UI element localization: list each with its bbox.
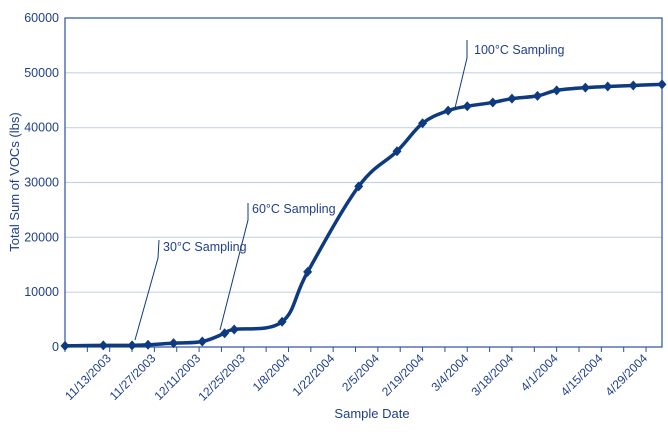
y-tick-label: 0	[52, 340, 59, 354]
x-tick-label: 4/15/2004	[558, 351, 606, 399]
x-tick-label: 3/18/2004	[468, 351, 516, 399]
plot-area-border	[64, 17, 663, 348]
annotation-leader-line	[134, 239, 160, 341]
x-tick-label: 2/5/2004	[339, 351, 382, 394]
data-point-marker	[303, 266, 313, 277]
y-tick-label: 40000	[24, 121, 59, 135]
data-point-marker	[657, 79, 667, 90]
annotation-leader-line	[219, 203, 249, 331]
annotations: 30°C Sampling 60°C Sampling 100°C Sampling	[134, 40, 565, 341]
y-axis: 0 10000 20000 30000 40000 50000 60000	[24, 11, 59, 354]
data-point-marker	[169, 338, 179, 349]
x-tick-label: 2/19/2004	[379, 351, 427, 399]
data-point-marker	[127, 340, 137, 351]
data-point-marker	[443, 105, 453, 116]
data-point-marker	[277, 316, 287, 327]
y-tick-label: 20000	[24, 230, 59, 244]
annotation-label: 100°C Sampling	[474, 43, 565, 57]
data-point-marker	[60, 340, 70, 351]
data-point-marker	[488, 97, 498, 108]
annotation-label: 30°C Sampling	[163, 240, 247, 254]
y-tick-label: 50000	[24, 66, 59, 80]
x-tick-label: 4/29/2004	[603, 351, 651, 399]
data-point-marker	[143, 339, 153, 350]
data-point-marker	[552, 85, 562, 96]
data-point-marker	[603, 81, 613, 92]
annotation-label: 60°C Sampling	[252, 202, 336, 216]
series	[60, 79, 667, 351]
data-point-marker	[462, 101, 472, 112]
x-tick-label: 1/8/2004	[250, 351, 293, 394]
x-tick-label: 12/25/2003	[196, 351, 249, 404]
data-point-marker	[628, 80, 638, 91]
data-point-marker	[354, 181, 364, 192]
data-point-marker	[229, 324, 239, 335]
x-axis-title: Sample Date	[334, 406, 409, 421]
data-point-marker	[392, 146, 402, 157]
y-tick-label: 10000	[24, 285, 59, 299]
annotation-leader-line	[454, 40, 468, 109]
data-point-marker	[98, 340, 108, 351]
y-axis-title: Total Sum of VOCs (lbs)	[7, 112, 22, 251]
x-tick-label: 4/1/2004	[518, 351, 561, 394]
data-point-marker	[418, 118, 428, 129]
data-point-marker	[580, 82, 590, 93]
x-tick-label: 3/4/2004	[428, 351, 471, 394]
y-tick-label: 60000	[24, 11, 59, 25]
data-point-marker	[220, 328, 230, 339]
x-tick-label: 11/13/2003	[62, 351, 114, 403]
data-point-marker	[197, 336, 207, 347]
x-tick-label: 1/22/2004	[290, 351, 338, 399]
data-point-marker	[532, 90, 542, 101]
x-axis: 11/13/200311/27/200312/11/200312/25/2003…	[62, 347, 650, 404]
x-tick-label: 11/27/2003	[107, 351, 159, 403]
data-point-marker	[507, 93, 517, 104]
y-tick-label: 30000	[24, 176, 59, 190]
series-line	[64, 82, 663, 348]
